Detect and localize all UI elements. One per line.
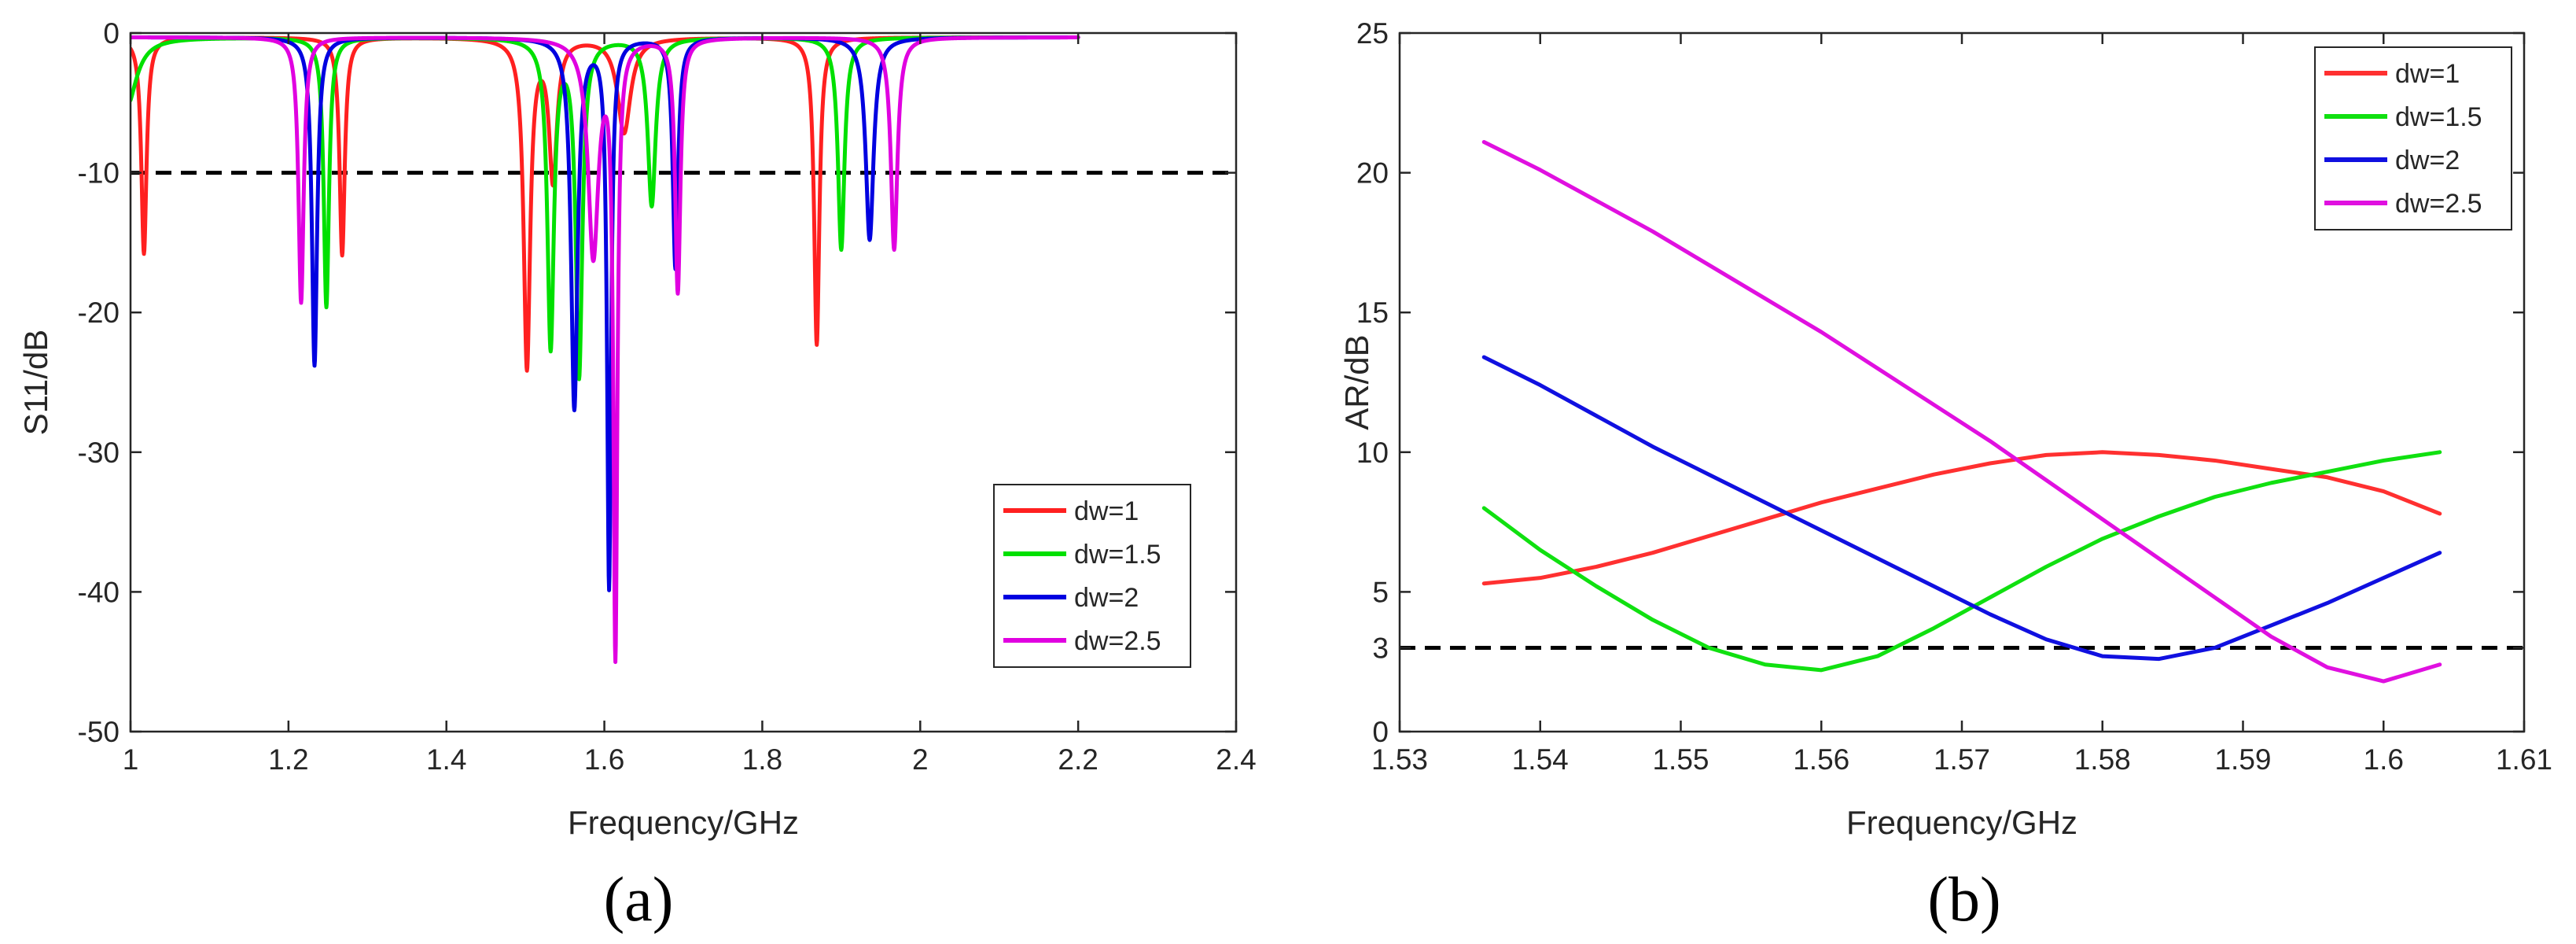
chart-b-ytick-label: 20 [1356, 157, 1389, 190]
chart-b-ytick-label: 15 [1356, 297, 1389, 329]
chart-b-xtick-label: 1.53 [1371, 743, 1428, 776]
chart-b-legend-label-4: dw=2.5 [2395, 189, 2482, 219]
chart-b-xtick-label: 1.6 [2364, 743, 2404, 776]
chart-b-series-dw-1-5 [1481, 450, 2442, 673]
chart-a-xtick-label: 2.2 [1058, 743, 1098, 776]
chart-a-legend-label-2: dw=1.5 [1074, 540, 1161, 570]
chart-a-xtick-label: 1.6 [584, 743, 624, 776]
chart-b-ylabel: AR/dB [1338, 334, 1375, 430]
chart-a-ytick-label: -40 [78, 576, 120, 608]
chart-a-legend-box [993, 484, 1191, 668]
chart-b-xtick-label: 1.61 [2496, 743, 2552, 776]
chart-a-legend-label-1: dw=1 [1074, 496, 1139, 526]
chart-a-xlabel: Frequency/GHz [568, 804, 799, 841]
chart-b-xtick-label: 1.55 [1652, 743, 1709, 776]
chart-b-series-dw-2 [1481, 355, 2442, 662]
chart-a-xtick-label: 2 [912, 743, 929, 776]
chart-b-ytick-label: 25 [1356, 17, 1389, 50]
chart-a-ylabel: S11/dB [17, 330, 54, 436]
chart-b-legend-label-2: dw=1.5 [2395, 102, 2482, 132]
chart-a-xtick-label: 2.4 [1216, 743, 1256, 776]
chart-a-ytick-label: 0 [103, 17, 120, 50]
chart-b-legend-label-3: dw=2 [2395, 146, 2460, 175]
chart-b-panel-label: (b) [1927, 865, 2000, 935]
chart-a-xtick-label: 1.2 [268, 743, 308, 776]
chart-a-legend: dw=1 dw=1.5 dw=2 dw=2.5 [993, 484, 1191, 668]
chart-a-xtick-label: 1.4 [426, 743, 466, 776]
chart-b-xtick-label: 1.56 [1793, 743, 1849, 776]
chart-a-legend-label-3: dw=2 [1074, 583, 1139, 613]
chart-a-ytick-label: -10 [78, 157, 120, 190]
chart-b-ytick-label: 3 [1372, 632, 1389, 664]
chart-b-xtick-label: 1.54 [1512, 743, 1569, 776]
chart-b-xtick-label: 1.57 [1934, 743, 1990, 776]
chart-b-legend: dw=1 dw=1.5 dw=2 dw=2.5 [2314, 46, 2512, 230]
chart-b-legend-label-1: dw=1 [2395, 59, 2460, 89]
chart-a-panel-label: (a) [604, 865, 674, 935]
chart-b-series-dw-2-5 [1481, 140, 2442, 684]
chart-b-xtick-label: 1.59 [2214, 743, 2271, 776]
chart-b: 1.53 1.54 1.55 1.56 1.57 1.58 1.59 1.6 1.61 0 3 5 10… [1338, 17, 2552, 935]
chart-b-legend-box [2314, 46, 2512, 230]
chart-a: 1 1.2 1.4 1.6 1.8 2 2.2 2.4 -50 -40 -30 -20 -10 0 Fre… [17, 17, 1257, 935]
chart-a-ytick-label: -30 [78, 437, 120, 469]
chart-a-xtick-label: 1 [123, 743, 139, 776]
chart-b-series-dw-1 [1481, 450, 2442, 586]
chart-a-ytick-label: -20 [78, 297, 120, 329]
chart-b-ytick-label: 10 [1356, 437, 1389, 469]
chart-a-legend-label-4: dw=2.5 [1074, 626, 1161, 656]
chart-b-ytick-label: 5 [1372, 576, 1389, 608]
chart-a-ytick-label: -50 [78, 716, 120, 748]
chart-a-plot-frame [129, 31, 1238, 733]
chart-b-ytick-label: 0 [1372, 716, 1389, 748]
chart-a-xtick-label: 1.8 [742, 743, 782, 776]
chart-b-xtick-label: 1.58 [2074, 743, 2131, 776]
chart-b-xlabel: Frequency/GHz [1846, 804, 2077, 841]
